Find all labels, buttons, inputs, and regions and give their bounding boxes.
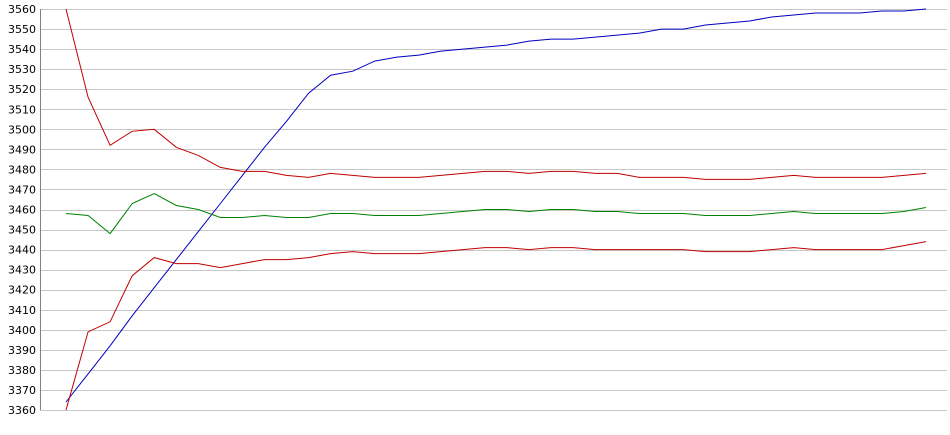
y-tick-label: 3500 — [8, 123, 36, 136]
y-tick-label: 3440 — [8, 244, 36, 257]
y-tick-label: 3420 — [8, 284, 36, 297]
y-tick-label: 3560 — [8, 3, 36, 16]
y-tick-label: 3530 — [8, 63, 36, 76]
y-tick-label: 3520 — [8, 83, 36, 96]
y-tick-label: 3380 — [8, 364, 36, 377]
y-tick-label: 3360 — [8, 404, 36, 417]
y-tick-label: 3550 — [8, 23, 36, 36]
y-tick-label: 3450 — [8, 224, 36, 237]
series-line-3 — [65, 192, 927, 235]
y-tick-label: 3400 — [8, 324, 36, 337]
y-tick-label: 3390 — [8, 344, 36, 357]
y-tick-label: 3460 — [8, 204, 36, 217]
y-tick-label: 3410 — [8, 304, 36, 317]
grid-lines — [40, 9, 947, 411]
series-line-4 — [65, 241, 927, 411]
y-tick-label: 3490 — [8, 143, 36, 156]
y-tick-label: 3430 — [8, 264, 36, 277]
y-tick-label: 3470 — [8, 183, 36, 196]
y-axis-tick-labels: 3560 3550 3540 3530 3520 3510 3500 3490 3480 3470… — [8, 3, 36, 417]
series-line-2 — [65, 8, 927, 180]
y-tick-label: 3480 — [8, 163, 36, 176]
y-tick-label: 3510 — [8, 103, 36, 116]
series-line-1 — [65, 8, 927, 403]
series-lines — [65, 8, 927, 411]
y-tick-label: 3370 — [8, 384, 36, 397]
y-tick-label: 3540 — [8, 43, 36, 56]
